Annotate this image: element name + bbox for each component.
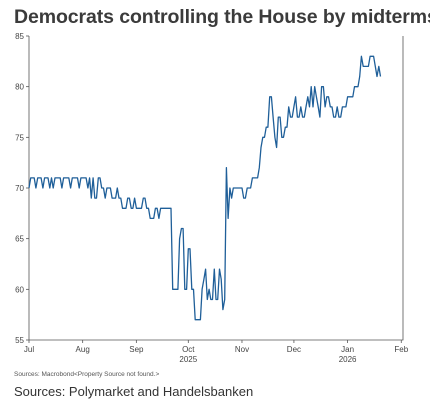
x-tick-label: Sep (129, 345, 144, 354)
x-tick-year-label: 2026 (339, 355, 357, 364)
source-note: Sources: Macrobond<Property Source not f… (14, 371, 160, 378)
x-tick-label: Aug (76, 345, 90, 354)
series-line (28, 55, 382, 321)
y-tick-label: 70 (15, 184, 24, 193)
x-tick-label: Jul (24, 345, 34, 354)
x-tick-label: Nov (235, 345, 249, 354)
sources-caption: Sources: Polymarket and Handelsbanken (14, 384, 254, 399)
chart-title: Democrats controlling the House by midte… (14, 6, 430, 28)
y-axis: 55 60 65 70 75 80 85 (15, 32, 29, 345)
x-tick-label: Oct (182, 345, 195, 354)
y-tick-label: 55 (15, 336, 24, 345)
y-tick-label: 60 (15, 285, 24, 294)
y-tick-label: 75 (15, 133, 24, 142)
y-tick-label: 85 (15, 32, 24, 41)
x-tick-year-label: 2025 (179, 355, 197, 364)
y-tick-label: 80 (15, 83, 24, 92)
x-tick-label: Feb (394, 345, 408, 354)
x-tick-label: Dec (287, 345, 301, 354)
x-tick-label: Jan (341, 345, 354, 354)
y-tick-label: 65 (15, 235, 24, 244)
